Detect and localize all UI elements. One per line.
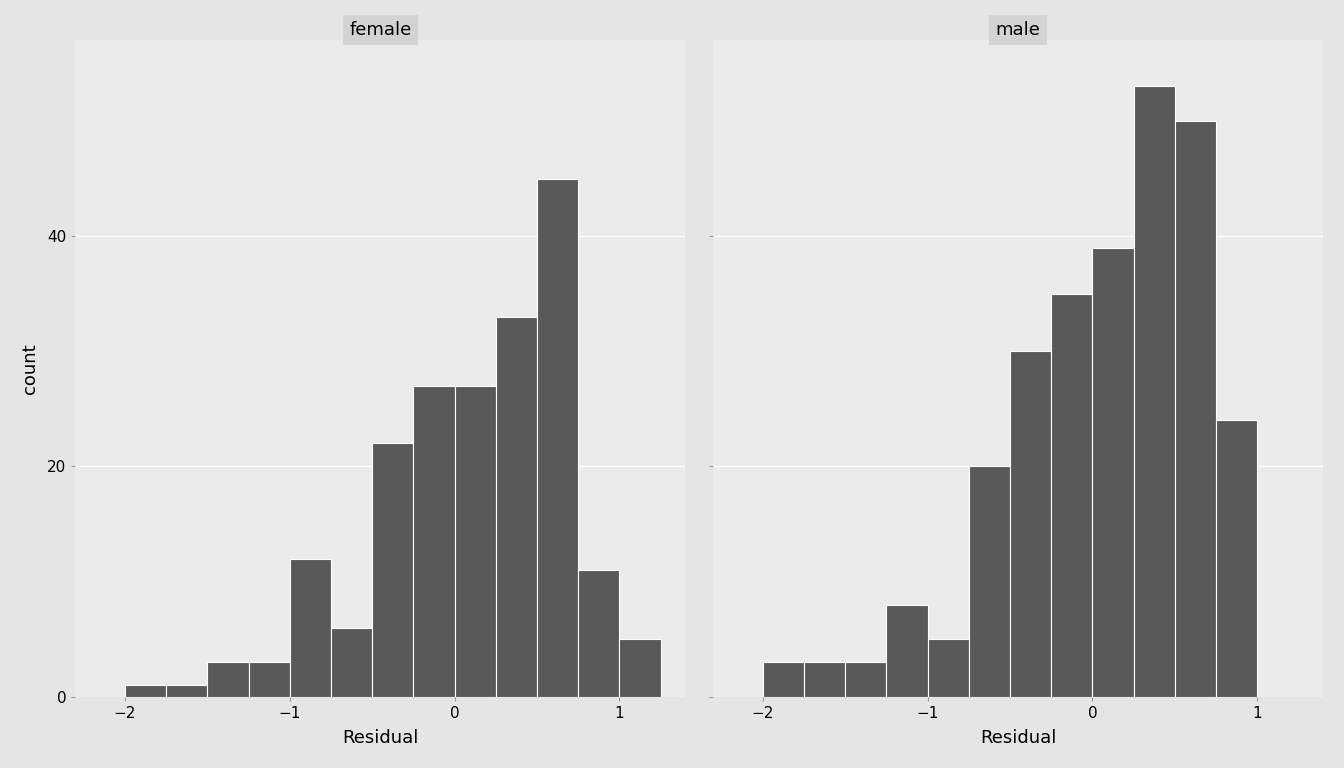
- Bar: [290, 558, 331, 697]
- X-axis label: Residual: Residual: [343, 729, 418, 747]
- Bar: [1175, 121, 1216, 697]
- Bar: [1216, 420, 1257, 697]
- Bar: [1009, 351, 1051, 697]
- Bar: [927, 639, 969, 697]
- Bar: [125, 685, 167, 697]
- Title: male: male: [996, 21, 1040, 39]
- Bar: [414, 386, 454, 697]
- Bar: [1051, 293, 1093, 697]
- Bar: [886, 604, 927, 697]
- Y-axis label: count: count: [22, 343, 39, 394]
- Bar: [207, 662, 249, 697]
- Bar: [331, 627, 372, 697]
- Bar: [1133, 87, 1175, 697]
- Bar: [845, 662, 886, 697]
- Bar: [578, 570, 620, 697]
- Bar: [762, 662, 804, 697]
- Bar: [372, 443, 414, 697]
- Bar: [496, 316, 538, 697]
- Bar: [167, 685, 207, 697]
- Bar: [1093, 247, 1133, 697]
- Bar: [969, 466, 1009, 697]
- X-axis label: Residual: Residual: [980, 729, 1056, 747]
- Bar: [620, 639, 661, 697]
- Bar: [249, 662, 290, 697]
- Bar: [538, 179, 578, 697]
- Title: female: female: [349, 21, 411, 39]
- Bar: [454, 386, 496, 697]
- Bar: [804, 662, 845, 697]
